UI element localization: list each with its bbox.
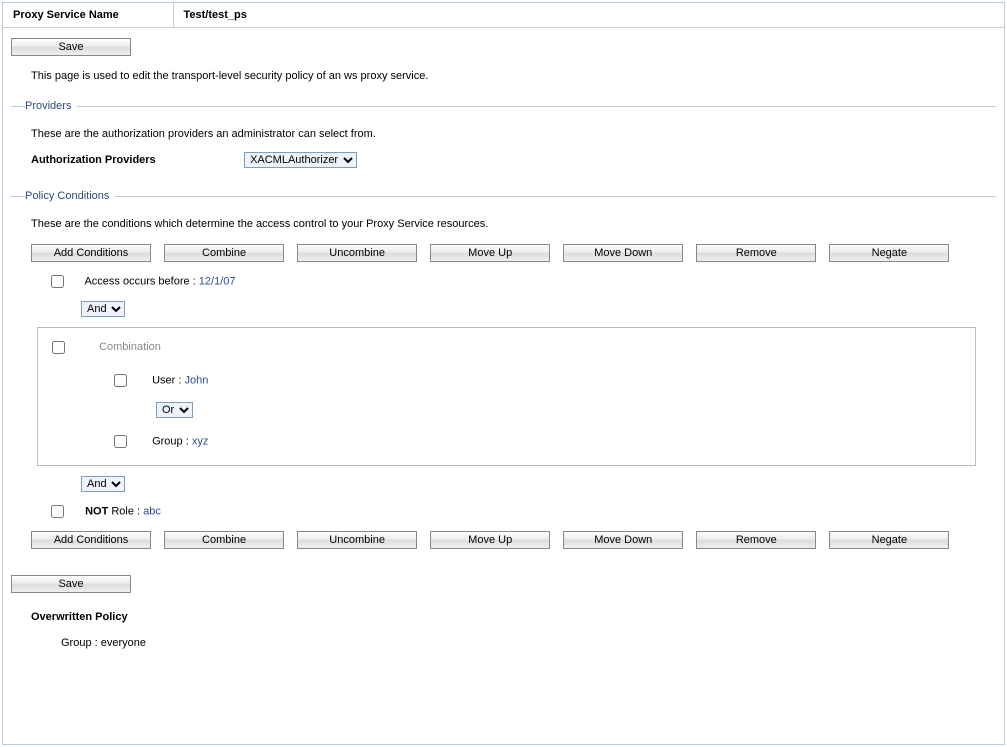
remove-button[interactable]: Remove — [696, 244, 816, 262]
page-frame: Proxy Service Name Test/test_ps Save Thi… — [2, 2, 1005, 745]
overwritten-section: Overwritten Policy Group : everyone — [31, 611, 996, 649]
save-button-top[interactable]: Save — [11, 38, 131, 56]
condition-1-text: Access occurs before : — [84, 275, 198, 287]
combine-button-2[interactable]: Combine — [164, 531, 284, 549]
negate-button[interactable]: Negate — [829, 244, 949, 262]
policy-desc: These are the conditions which determine… — [31, 218, 988, 230]
move-down-button[interactable]: Move Down — [563, 244, 683, 262]
connector-2: And — [81, 476, 996, 492]
page-description: This page is used to edit the transport-… — [31, 70, 996, 82]
combination-box: Combination User : John Or Group : xyz — [37, 327, 976, 466]
combo-group-row: Group : xyz — [110, 432, 965, 451]
condition-3-prefix: Role : — [108, 505, 143, 517]
combo-user-row: User : John — [110, 371, 965, 390]
move-down-button-2[interactable]: Move Down — [563, 531, 683, 549]
combine-button[interactable]: Combine — [164, 244, 284, 262]
combination-checkbox[interactable] — [52, 341, 65, 354]
connector-1-select[interactable]: And — [81, 301, 125, 317]
providers-legend: Providers — [25, 100, 77, 112]
combo-group-value[interactable]: xyz — [192, 435, 209, 447]
overwritten-title: Overwritten Policy — [31, 611, 996, 623]
save-button-bottom[interactable]: Save — [11, 575, 131, 593]
providers-section: These are the authorization providers an… — [11, 120, 996, 172]
condition-3-not: NOT — [85, 505, 108, 517]
auth-providers-select[interactable]: XACMLAuthorizer — [244, 152, 357, 168]
condition-1-value[interactable]: 12/1/07 — [199, 275, 236, 287]
header-table: Proxy Service Name Test/test_ps — [3, 3, 1004, 28]
move-up-button[interactable]: Move Up — [430, 244, 550, 262]
content: Save This page is used to edit the trans… — [3, 28, 1004, 657]
policy-fieldset: Policy Conditions — [11, 190, 996, 202]
condition-row-1: Access occurs before : 12/1/07 — [47, 272, 996, 291]
move-up-button-2[interactable]: Move Up — [430, 531, 550, 549]
combo-group-prefix: Group : — [152, 435, 192, 447]
combination-title: Combination — [99, 341, 161, 353]
header-value: Test/test_ps — [173, 3, 1004, 28]
condition-row-3: NOT Role : abc — [47, 502, 996, 521]
combo-user-checkbox[interactable] — [114, 374, 127, 387]
combo-user-value[interactable]: John — [184, 374, 208, 386]
connector-1: And — [81, 301, 996, 317]
combo-user-prefix: User : — [152, 374, 184, 386]
uncombine-button-2[interactable]: Uncombine — [297, 531, 417, 549]
combo-group-checkbox[interactable] — [114, 435, 127, 448]
negate-button-2[interactable]: Negate — [829, 531, 949, 549]
remove-button-2[interactable]: Remove — [696, 531, 816, 549]
button-bar-top: Add Conditions Combine Uncombine Move Up… — [31, 244, 996, 262]
condition-3-checkbox[interactable] — [51, 505, 64, 518]
policy-legend: Policy Conditions — [25, 190, 115, 202]
condition-1-checkbox[interactable] — [51, 275, 64, 288]
add-conditions-button-2[interactable]: Add Conditions — [31, 531, 151, 549]
condition-3-value[interactable]: abc — [143, 505, 161, 517]
connector-2-select[interactable]: And — [81, 476, 125, 492]
combo-connector-row: Or — [156, 402, 965, 418]
overwritten-item: Group : everyone — [61, 637, 996, 649]
uncombine-button[interactable]: Uncombine — [297, 244, 417, 262]
providers-fieldset: Providers — [11, 100, 996, 112]
policy-section: These are the conditions which determine… — [11, 210, 996, 234]
providers-desc: These are the authorization providers an… — [31, 128, 988, 140]
button-bar-bottom: Add Conditions Combine Uncombine Move Up… — [31, 531, 996, 549]
header-label: Proxy Service Name — [3, 3, 173, 28]
auth-providers-label: Authorization Providers — [31, 154, 241, 166]
combo-connector-select[interactable]: Or — [156, 402, 193, 418]
add-conditions-button[interactable]: Add Conditions — [31, 244, 151, 262]
